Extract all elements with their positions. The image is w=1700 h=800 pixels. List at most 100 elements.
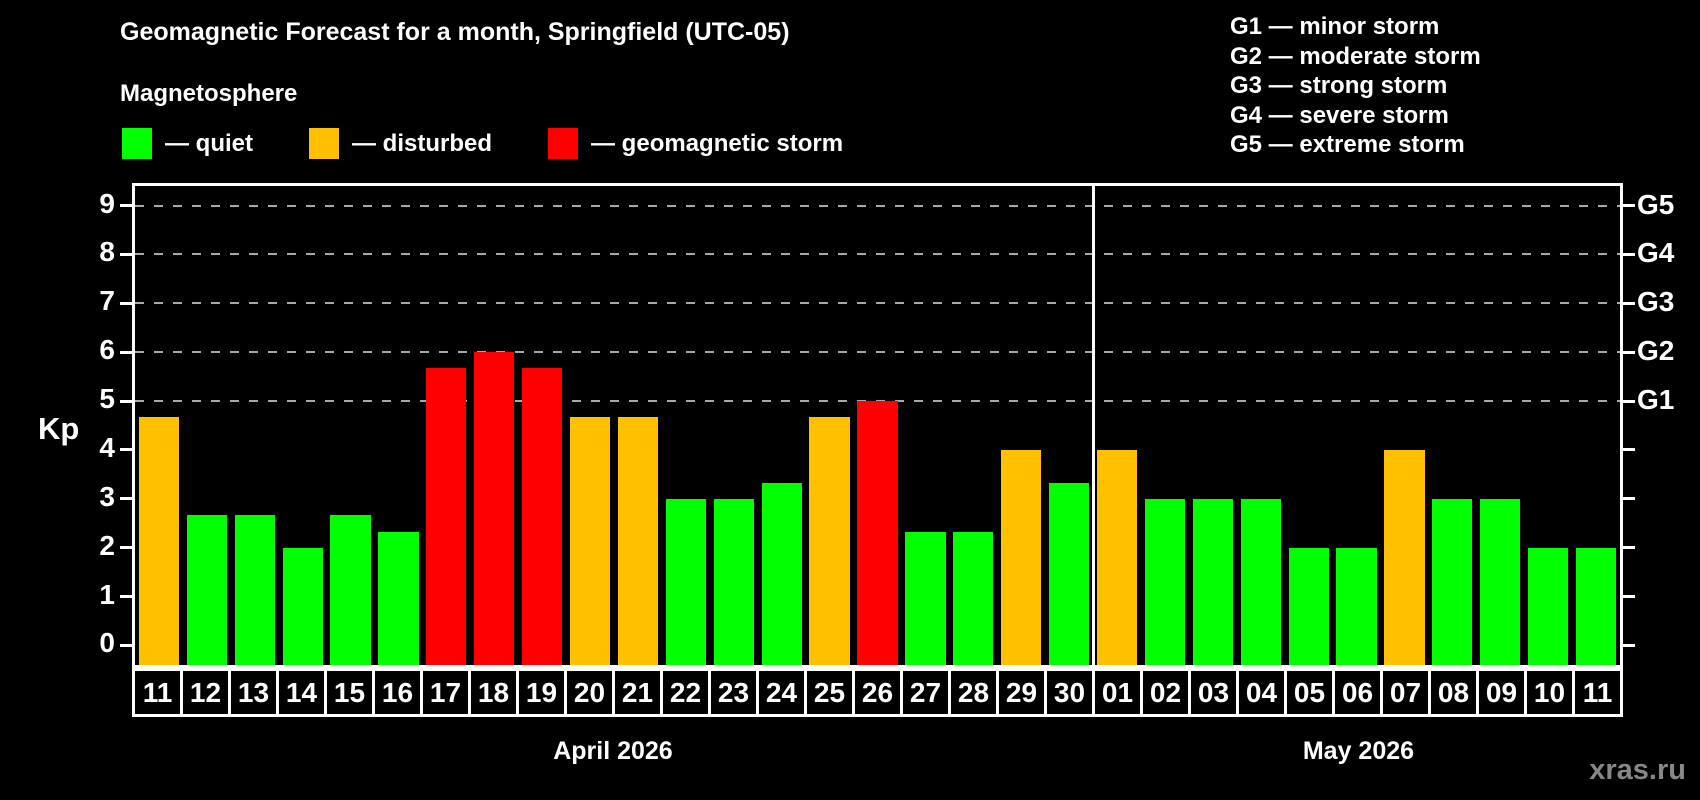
kp-bar-day-24 bbox=[761, 482, 802, 665]
kp-bar-day-28 bbox=[953, 531, 994, 665]
day-label: 03 bbox=[1188, 668, 1239, 717]
day-label: 16 bbox=[372, 668, 423, 717]
kp-bar-day-09 bbox=[1480, 498, 1521, 665]
kp-bar-day-11 bbox=[138, 417, 180, 665]
kp-bar-day-15 bbox=[330, 514, 371, 665]
day-label: 05 bbox=[1284, 668, 1335, 717]
y-axis-tick-label-7: 7 bbox=[99, 285, 115, 317]
month-separator bbox=[1091, 186, 1095, 665]
y-axis-tick-5 bbox=[120, 399, 132, 403]
right-axis-tick-6 bbox=[1623, 350, 1635, 354]
right-axis-label-g5: G5 bbox=[1637, 188, 1675, 220]
g-legend-line-g1: G1 — minor storm bbox=[1230, 13, 1440, 40]
month-label: May 2026 bbox=[1302, 737, 1415, 765]
y-axis-tick-2 bbox=[120, 546, 132, 550]
kp-bar-day-27 bbox=[905, 531, 946, 665]
g-legend-line-g4: G4 — severe storm bbox=[1230, 101, 1449, 129]
kp-bar-day-05 bbox=[1288, 547, 1329, 665]
day-label: 28 bbox=[948, 668, 999, 717]
kp-bar-day-01 bbox=[1096, 449, 1138, 665]
x-axis-day-labels: 11 12 13 14 15 16 17 18 19 20 21 22 23 24 25 26 27 28 29 30… bbox=[132, 668, 1623, 717]
day-label: 23 bbox=[708, 668, 759, 717]
day-label: 08 bbox=[1428, 668, 1479, 717]
kp-bar-day-11 bbox=[1575, 547, 1617, 665]
gridline-kp7 bbox=[135, 302, 1620, 305]
day-label: 11 bbox=[132, 668, 183, 717]
y-axis-tick-label-1: 1 bbox=[99, 578, 115, 610]
kp-bar-day-25 bbox=[809, 417, 850, 665]
y-axis-tick-0 bbox=[120, 643, 132, 647]
day-label: 20 bbox=[564, 668, 615, 717]
right-axis-tick-7 bbox=[1623, 301, 1635, 305]
day-label: 27 bbox=[900, 668, 951, 717]
right-axis-tick-3 bbox=[1623, 497, 1635, 501]
right-axis-tick-2 bbox=[1623, 546, 1635, 550]
kp-bar-day-29 bbox=[1001, 449, 1042, 665]
day-label: 17 bbox=[420, 668, 471, 717]
magnetosphere-label: Magnetosphere bbox=[120, 80, 298, 107]
y-axis-tick-label-0: 0 bbox=[99, 627, 115, 659]
kp-bar-day-03 bbox=[1192, 498, 1233, 665]
y-axis-tick-label-4: 4 bbox=[99, 431, 115, 463]
right-axis-label-g2: G2 bbox=[1637, 335, 1675, 367]
gridline-kp5 bbox=[135, 400, 1620, 403]
kp-bar-day-04 bbox=[1240, 498, 1281, 665]
day-label: 24 bbox=[756, 668, 807, 717]
right-axis-tick-8 bbox=[1623, 252, 1635, 256]
y-axis-tick-label-3: 3 bbox=[99, 480, 115, 512]
right-axis-label-g1: G1 bbox=[1637, 384, 1675, 416]
kp-bar-day-12 bbox=[186, 514, 227, 665]
kp-bar-day-17 bbox=[426, 368, 467, 665]
g-scale-legend: G1 — minor storm G2 — moderate storm G3 — … bbox=[1230, 12, 1481, 160]
y-axis-tick-8 bbox=[120, 252, 132, 256]
kp-bar-day-16 bbox=[378, 531, 419, 665]
y-axis-tick-6 bbox=[120, 350, 132, 354]
day-label: 13 bbox=[228, 668, 279, 717]
y-axis-tick-label-9: 9 bbox=[99, 187, 115, 219]
day-label: 29 bbox=[996, 668, 1047, 717]
watermark: xras.ru bbox=[1589, 754, 1686, 786]
day-label: 19 bbox=[516, 668, 567, 717]
y-axis-label: Kp bbox=[38, 411, 80, 446]
y-axis-tick-label-8: 8 bbox=[99, 236, 115, 268]
day-label: 10 bbox=[1524, 668, 1575, 717]
legend-label: — disturbed bbox=[352, 129, 493, 157]
legend-item-storm: — geomagnetic storm bbox=[548, 128, 843, 159]
day-label: 26 bbox=[852, 668, 903, 717]
chart-plot-area: 0 1 2 3 4 5 6 7 8 9 G1 G2 G3 G4 G5 bbox=[99, 183, 1674, 668]
day-label: 21 bbox=[612, 668, 663, 717]
legend-item-quiet: — quiet bbox=[122, 128, 253, 159]
storm-swatch bbox=[548, 128, 579, 159]
kp-bar-day-30 bbox=[1048, 482, 1090, 665]
day-label: 25 bbox=[804, 668, 855, 717]
legend-label: — quiet bbox=[165, 129, 253, 157]
legend-item-disturbed: — disturbed bbox=[309, 128, 492, 159]
g-legend-line-g3: G3 — strong storm bbox=[1230, 72, 1448, 99]
day-label: 11 bbox=[1572, 668, 1623, 717]
right-axis-tick-9 bbox=[1623, 204, 1635, 208]
kp-bar-day-23 bbox=[713, 498, 754, 665]
day-label: 30 bbox=[1044, 668, 1095, 717]
day-label: 02 bbox=[1140, 668, 1191, 717]
kp-bar-day-06 bbox=[1336, 547, 1377, 665]
kp-bar-day-22 bbox=[665, 498, 706, 665]
kp-bar-day-21 bbox=[617, 417, 659, 665]
right-axis-tick-5 bbox=[1623, 399, 1635, 403]
kp-bar-day-26 bbox=[857, 401, 898, 665]
right-axis-tick-4 bbox=[1623, 448, 1635, 452]
legend-label: — geomagnetic storm bbox=[591, 129, 844, 157]
quiet-swatch bbox=[122, 128, 152, 159]
y-axis-tick-9 bbox=[120, 204, 132, 208]
kp-bar-day-18 bbox=[474, 352, 515, 665]
right-axis-tick-0 bbox=[1623, 643, 1635, 647]
day-label: 07 bbox=[1380, 668, 1431, 717]
y-axis-tick-label-5: 5 bbox=[99, 383, 115, 415]
day-label: 04 bbox=[1236, 668, 1287, 717]
kp-bar-day-02 bbox=[1144, 498, 1186, 665]
day-label: 06 bbox=[1332, 668, 1383, 717]
kp-bar-day-13 bbox=[234, 514, 275, 665]
day-label: 12 bbox=[180, 668, 231, 717]
y-axis-tick-label-6: 6 bbox=[99, 334, 115, 366]
day-label: 18 bbox=[468, 668, 519, 717]
status-legend: — quiet — disturbed — geomagnetic storm bbox=[122, 128, 843, 159]
